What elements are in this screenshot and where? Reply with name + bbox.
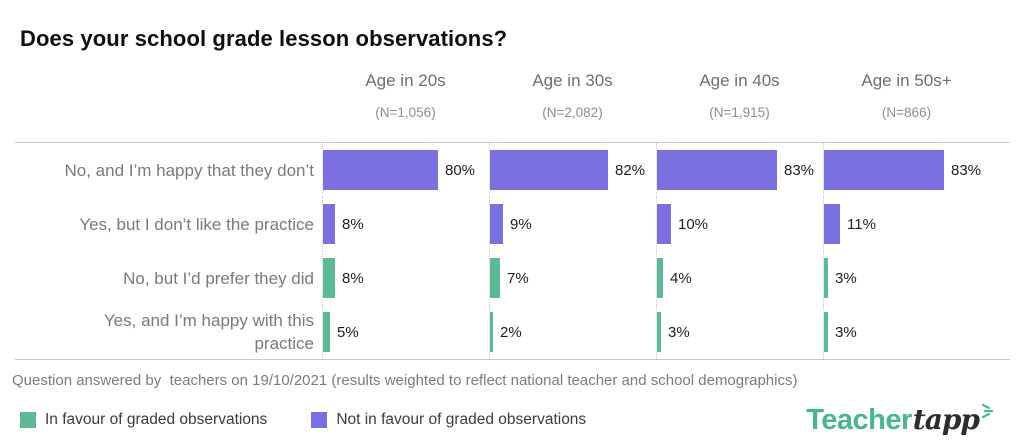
bar-value: 10% [678, 215, 709, 233]
bar-cell: 8% [322, 197, 489, 251]
bar [490, 204, 503, 244]
bar-cell: 5% [322, 305, 489, 359]
legend-swatch-favour [20, 412, 36, 428]
bar-cell: 4% [656, 251, 823, 305]
legend-swatch-against [311, 412, 328, 428]
chart-row: Yes, and I’m happy with this practice 5%… [15, 305, 1010, 359]
bar-value: 3% [668, 323, 690, 341]
row-label-text: No, but I’d prefer they did [123, 268, 314, 288]
row-label: No, and I’m happy that they don’t [15, 143, 322, 197]
bar [657, 204, 671, 244]
bar-value: 3% [835, 269, 857, 287]
column-headers: Age in 20s (N=1,056) Age in 30s (N=2,082… [15, 70, 1010, 122]
bar-value: 2% [500, 323, 522, 341]
sample-size-label: (N=2,082) [542, 105, 603, 120]
bar-cell: 83% [823, 143, 990, 197]
sample-size-label: (N=866) [881, 105, 932, 120]
bar-cell: 2% [489, 305, 656, 359]
legend-label: In favour of graded observations [45, 411, 268, 428]
legend-label: Not in favour of graded observations [336, 411, 587, 428]
bar-cell: 7% [489, 251, 656, 305]
bar [490, 258, 500, 298]
bar [824, 258, 828, 298]
bar-value: 80% [445, 161, 476, 179]
chart-row: No, and I’m happy that they don’t 80% 82… [15, 143, 1010, 197]
logo-tapp-text: tapp [912, 403, 980, 436]
bar-value: 11% [847, 215, 876, 233]
bottom-row: In favour of graded observations Not in … [20, 403, 996, 437]
bar-cell: 80% [322, 143, 489, 197]
bar [657, 312, 661, 352]
teachertapp-logo: Teacher tapp [806, 403, 996, 437]
chart-legend: In favour of graded observations Not in … [20, 411, 586, 429]
age-group-label: Age in 20s [365, 71, 446, 90]
row-label-text: Yes, but I don’t like the practice [79, 214, 314, 234]
bar-value: 8% [342, 215, 364, 233]
column-header: Age in 50s+ (N=866) [823, 70, 990, 122]
bar-cell: 3% [823, 305, 990, 359]
bar [323, 258, 335, 298]
source-footnote: Question answered by teachers on 19/10/2… [12, 372, 798, 389]
bar [824, 204, 840, 244]
bar-cell: 11% [823, 197, 990, 251]
page-title: Does your school grade lesson observatio… [20, 26, 508, 51]
bar-value: 5% [337, 323, 359, 341]
bar-cell: 83% [656, 143, 823, 197]
bar [323, 312, 330, 352]
header-spacer [15, 70, 322, 122]
bar [657, 258, 663, 298]
sample-size-label: (N=1,056) [375, 105, 436, 120]
bar [323, 204, 335, 244]
bar-cell: 9% [489, 197, 656, 251]
logo-teacher-text: Teacher [806, 404, 912, 436]
bar [490, 312, 493, 352]
age-group-label: Age in 50s+ [861, 71, 952, 90]
bar-value: 9% [510, 215, 532, 233]
bar [824, 312, 828, 352]
bar-cell: 3% [656, 305, 823, 359]
legend-item-favour: In favour of graded observations [20, 411, 267, 429]
sparkle-icon [981, 403, 994, 419]
bar-value: 4% [670, 269, 692, 287]
column-header: Age in 40s (N=1,915) [656, 70, 823, 122]
bar [323, 150, 438, 190]
column-header: Age in 20s (N=1,056) [322, 70, 489, 122]
row-label: Yes, and I’m happy with this practice [15, 305, 322, 359]
bar-value: 3% [835, 323, 857, 341]
bar-cell: 10% [656, 197, 823, 251]
chart-row: Yes, but I don’t like the practice 8% 9%… [15, 197, 1010, 251]
age-group-label: Age in 40s [699, 71, 780, 90]
row-label: No, but I’d prefer they did [15, 251, 322, 305]
sample-size-label: (N=1,915) [709, 105, 770, 120]
chart-row: No, but I’d prefer they did 8% 7% 4% 3% [15, 251, 1010, 305]
bar [490, 150, 608, 190]
column-header: Age in 30s (N=2,082) [489, 70, 656, 122]
bar-cell: 82% [489, 143, 656, 197]
bar-cell: 3% [823, 251, 990, 305]
row-label-text: Yes, and I’m happy with this practice [103, 311, 314, 353]
legend-item-against: Not in favour of graded observations [311, 411, 586, 429]
age-group-label: Age in 30s [532, 71, 613, 90]
bar-chart: No, and I’m happy that they don’t 80% 82… [15, 142, 1010, 360]
row-label-text: No, and I’m happy that they don’t [64, 160, 315, 180]
bar [657, 150, 777, 190]
bar-value: 83% [784, 161, 815, 179]
bar [824, 150, 944, 190]
row-label: Yes, but I don’t like the practice [15, 197, 322, 251]
bar-value: 7% [507, 269, 529, 287]
bar-value: 83% [951, 161, 982, 179]
bar-value: 82% [615, 161, 646, 179]
bar-cell: 8% [322, 251, 489, 305]
bar-value: 8% [342, 269, 364, 287]
